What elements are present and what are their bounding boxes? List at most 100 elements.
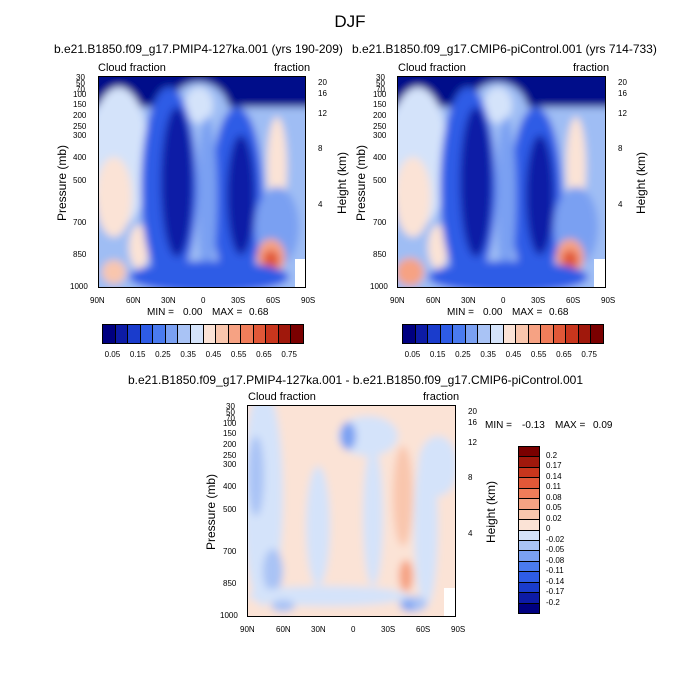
panel2-left-label: Cloud fraction: [398, 62, 466, 74]
panel1-ytick-850: 850: [73, 250, 87, 259]
panel2-rtick-4: 4: [618, 200, 623, 209]
colorbar-label: 0.55: [530, 350, 547, 359]
colorbar-label: 0.15: [129, 350, 146, 359]
panel3-max-label: MAX =: [555, 420, 586, 431]
colorbar-swatch: [553, 325, 567, 343]
colorbar-swatch: [528, 325, 542, 343]
panel2-xtick-60N: 60N: [426, 296, 441, 305]
panel3-ytick-30: 30: [226, 402, 235, 411]
colorbar-swatch: [478, 325, 491, 343]
panel2-ytick-150: 150: [373, 100, 387, 109]
panel3-rtick-8: 8: [468, 473, 473, 482]
panel2-field: [397, 76, 606, 288]
colorbar-swatch: [465, 325, 479, 343]
colorbar-label: -0.2: [546, 597, 560, 607]
panel1-ytick-300: 300: [73, 131, 87, 140]
panel2-rtick-20: 20: [618, 78, 627, 87]
colorbar-swatch: [103, 325, 116, 343]
panel1-xtick-90N: 90N: [90, 296, 105, 305]
figure-title: DJF: [334, 12, 366, 31]
colorbar-swatch: [440, 325, 454, 343]
colorbar-swatch: [519, 478, 539, 489]
panel2-ytick-70: 70: [376, 85, 385, 94]
colorbar-label: -0.08: [546, 555, 565, 565]
panel3-xtick-30S: 30S: [381, 625, 396, 634]
colorbar-swatch: [115, 325, 129, 343]
panel2-min-label: MIN =: [447, 307, 474, 318]
panel3-ytick-1000: 1000: [220, 611, 238, 620]
panel2-ytick-400: 400: [373, 153, 387, 162]
panel2-colorbar: [402, 324, 604, 344]
panel2-ytick-100: 100: [373, 90, 387, 99]
panel1-ytick-400: 400: [73, 153, 87, 162]
colorbar-label: 0.25: [155, 350, 171, 359]
colorbar-swatch: [453, 325, 466, 343]
panel1-colorbar: [102, 324, 304, 344]
colorbar-label: 0.75: [581, 350, 597, 359]
colorbar-swatch: [519, 509, 539, 521]
colorbar-swatch: [415, 325, 429, 343]
colorbar-swatch: [216, 325, 229, 343]
colorbar-swatch: [165, 325, 179, 343]
colorbar-swatch: [266, 325, 279, 343]
colorbar-label: 0.65: [256, 350, 272, 359]
colorbar-swatch: [519, 488, 539, 500]
panel2-ytick-200: 200: [373, 111, 387, 120]
panel3-ylabel-right: Height (km): [484, 481, 498, 544]
panel1-ytick-70: 70: [76, 85, 85, 94]
panel3-field: [247, 405, 456, 617]
panel3-rtick-16: 16: [468, 418, 477, 427]
panel1-field: [98, 76, 306, 288]
colorbar-swatch: [519, 561, 539, 573]
panel3-xtick-60N: 60N: [276, 625, 291, 634]
panel3-xtick-60S: 60S: [416, 625, 431, 634]
panel1-ytick-200: 200: [73, 111, 87, 120]
colorbar-swatch: [519, 551, 539, 562]
colorbar-swatch: [278, 325, 292, 343]
panel3-ytick-700: 700: [223, 547, 237, 556]
colorbar-swatch: [241, 325, 254, 343]
panel2-xtick-30N: 30N: [461, 296, 476, 305]
panel1-right-label: fraction: [274, 62, 311, 74]
colorbar-swatch: [519, 540, 539, 552]
panel2-ytick-500: 500: [373, 176, 387, 185]
colorbar-swatch: [519, 520, 539, 531]
colorbar-swatch: [253, 325, 267, 343]
panel1-xtick-30S: 30S: [231, 296, 246, 305]
panel2-min-value: 0.00: [483, 307, 503, 318]
colorbar-swatch: [566, 325, 579, 343]
colorbar-swatch: [519, 530, 539, 541]
panel3-ytick-250: 250: [223, 451, 237, 460]
colorbar-label: 0.05: [404, 350, 421, 359]
colorbar-label: 0.11: [546, 482, 561, 491]
colorbar-label: 0.55: [230, 350, 247, 359]
panel3-ytick-50: 50: [226, 408, 235, 417]
panel2-xtick-90S: 90S: [601, 296, 616, 305]
colorbar-label: 0.35: [180, 350, 196, 359]
colorbar-swatch: [153, 325, 166, 343]
colorbar-label: -0.02: [546, 534, 565, 544]
colorbar-swatch: [128, 325, 141, 343]
panel1-ytick-250: 250: [73, 122, 87, 131]
colorbar-swatch: [519, 572, 539, 583]
colorbar-label: -0.17: [546, 587, 565, 596]
panel2-xtick-30S: 30S: [531, 296, 546, 305]
panel1-rtick-12: 12: [318, 109, 327, 118]
panel3-min-label: MIN =: [485, 420, 512, 431]
panel2-max-label: MAX =: [512, 307, 543, 318]
panel2-ytick-850: 850: [373, 250, 387, 259]
colorbar-label: 0.35: [480, 350, 496, 359]
panel1-rtick-8: 8: [318, 144, 323, 153]
panel2-rtick-16: 16: [618, 89, 627, 98]
panel3-ytick-100: 100: [223, 419, 237, 428]
colorbar-swatch: [519, 582, 539, 594]
panel1-xtick-60N: 60N: [126, 296, 141, 305]
panel2-rtick-8: 8: [618, 144, 623, 153]
panel1-max-value: 0.68: [249, 307, 269, 318]
colorbar-label: 0.65: [556, 350, 572, 359]
colorbar-label: -0.05: [546, 545, 565, 554]
colorbar-swatch: [490, 325, 504, 343]
panel3-rtick-20: 20: [468, 407, 477, 416]
panel3-xtick-90S: 90S: [451, 625, 466, 634]
panel2-ytick-250: 250: [373, 122, 387, 131]
